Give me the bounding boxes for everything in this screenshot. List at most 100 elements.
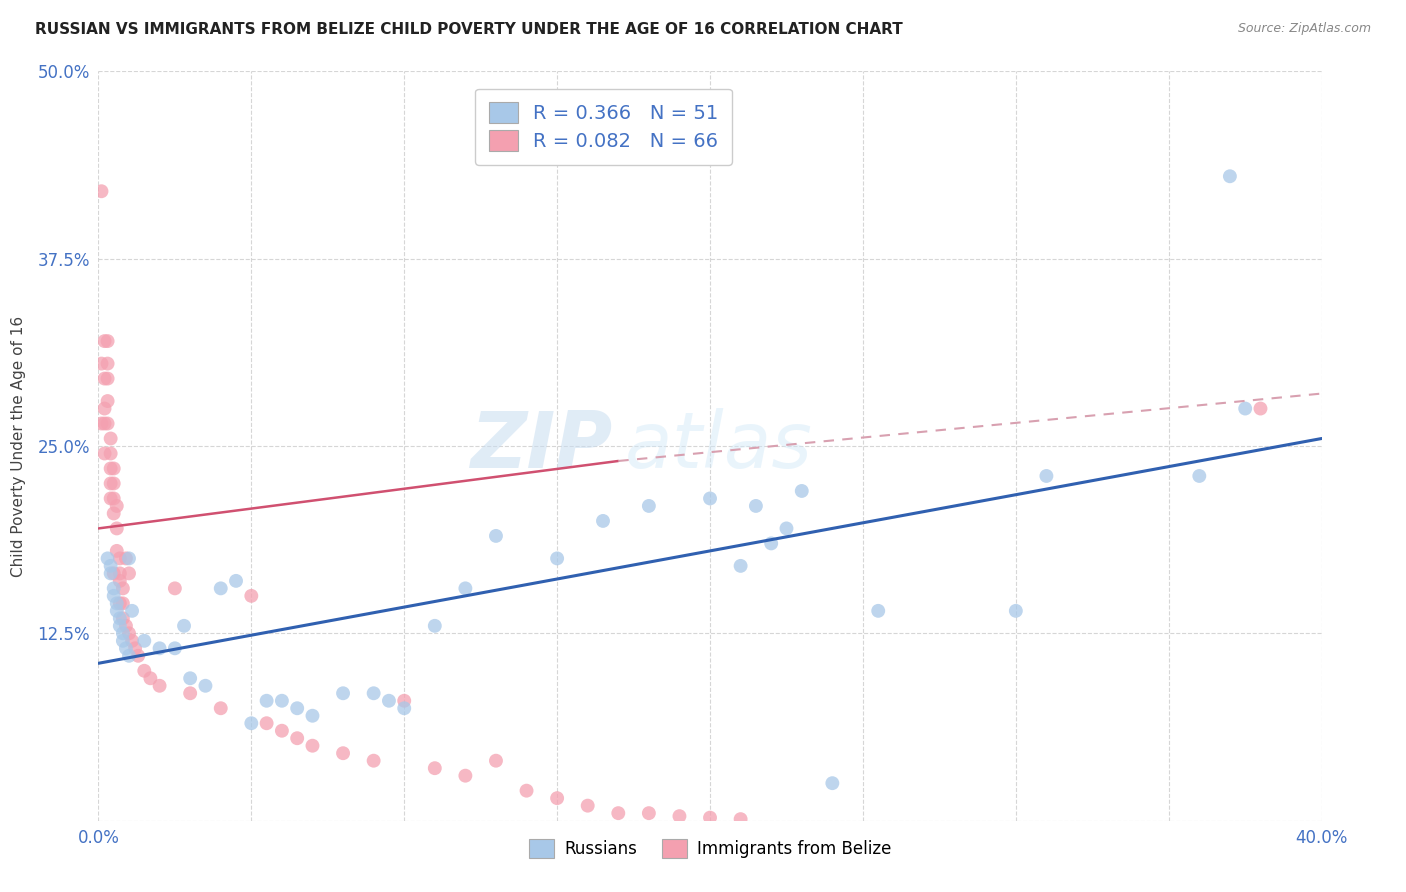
Point [607, 806, 630, 821]
Point [285, 701, 308, 715]
Point [108, 619, 131, 633]
Point [730, 812, 752, 826]
Point [546, 551, 568, 566]
Point [1035, 469, 1057, 483]
Point [134, 664, 156, 678]
Point [97, 394, 120, 409]
Point [179, 686, 201, 700]
Point [745, 499, 768, 513]
Point [134, 633, 156, 648]
Point [97, 334, 120, 348]
Text: Source: ZipAtlas.com: Source: ZipAtlas.com [1237, 22, 1371, 36]
Point [118, 648, 141, 663]
Point [103, 476, 125, 491]
Point [1234, 401, 1257, 416]
Point [100, 491, 122, 506]
Point [127, 648, 149, 663]
Point [332, 746, 354, 760]
Point [100, 461, 122, 475]
Point [118, 626, 141, 640]
Point [209, 582, 232, 596]
Point [790, 483, 813, 498]
Point [868, 604, 890, 618]
Point [592, 514, 614, 528]
Point [699, 491, 721, 506]
Point [103, 461, 125, 475]
Point [194, 679, 217, 693]
Point [301, 708, 323, 723]
Point [97, 371, 120, 385]
Point [118, 566, 141, 581]
Point [392, 701, 416, 715]
Point [105, 596, 128, 610]
Point [668, 809, 690, 823]
Point [100, 476, 122, 491]
Point [576, 798, 599, 813]
Point [1188, 469, 1211, 483]
Point [108, 596, 131, 610]
Point [111, 633, 134, 648]
Point [240, 589, 263, 603]
Point [270, 723, 292, 738]
Point [240, 716, 263, 731]
Point [100, 558, 122, 573]
Point [821, 776, 844, 790]
Point [90, 417, 112, 431]
Point [111, 611, 134, 625]
Point [173, 619, 195, 633]
Text: RUSSIAN VS IMMIGRANTS FROM BELIZE CHILD POVERTY UNDER THE AGE OF 16 CORRELATION : RUSSIAN VS IMMIGRANTS FROM BELIZE CHILD … [35, 22, 903, 37]
Point [108, 611, 131, 625]
Point [163, 582, 186, 596]
Point [139, 671, 162, 685]
Point [108, 574, 131, 588]
Point [256, 694, 278, 708]
Point [209, 701, 232, 715]
Point [97, 417, 120, 431]
Point [392, 694, 416, 708]
Point [730, 558, 752, 573]
Point [363, 686, 385, 700]
Point [111, 582, 134, 596]
Point [103, 507, 125, 521]
Point [285, 731, 308, 746]
Point [103, 589, 125, 603]
Point [97, 357, 120, 371]
Point [1219, 169, 1241, 184]
Text: ZIP: ZIP [470, 408, 612, 484]
Point [775, 521, 797, 535]
Point [485, 529, 508, 543]
Point [149, 641, 172, 656]
Point [111, 626, 134, 640]
Point [105, 604, 128, 618]
Point [759, 536, 782, 550]
Point [115, 641, 138, 656]
Point [163, 641, 186, 656]
Point [1004, 604, 1026, 618]
Point [108, 566, 131, 581]
Point [121, 604, 143, 618]
Point [90, 184, 112, 198]
Point [1249, 401, 1271, 416]
Point [256, 716, 278, 731]
Point [454, 582, 477, 596]
Point [100, 432, 122, 446]
Point [423, 619, 446, 633]
Point [105, 499, 128, 513]
Point [115, 551, 138, 566]
Point [93, 401, 115, 416]
Point [332, 686, 354, 700]
Point [93, 334, 115, 348]
Point [637, 806, 661, 821]
Point [93, 371, 115, 385]
Point [363, 754, 385, 768]
Point [118, 551, 141, 566]
Point [103, 566, 125, 581]
Point [97, 551, 120, 566]
Point [115, 619, 138, 633]
Point [179, 671, 201, 685]
Point [105, 544, 128, 558]
Point [225, 574, 247, 588]
Point [423, 761, 446, 775]
Point [121, 633, 143, 648]
Legend: Russians, Immigrants from Belize: Russians, Immigrants from Belize [522, 833, 898, 864]
